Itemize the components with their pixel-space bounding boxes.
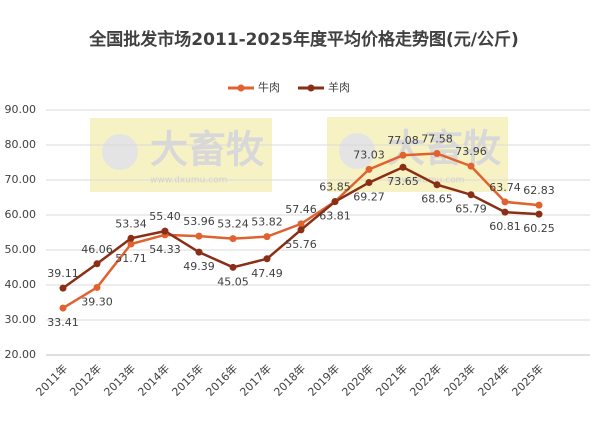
data-point xyxy=(433,181,441,189)
data-point xyxy=(331,198,339,206)
legend-label: 羊肉 xyxy=(328,80,350,94)
data-label: 33.41 xyxy=(47,316,79,329)
x-tick-label: 2021年 xyxy=(373,361,410,398)
x-tick-label: 2025年 xyxy=(509,361,546,398)
data-label: 69.27 xyxy=(353,191,385,204)
legend-marker xyxy=(237,84,245,92)
y-tick-label: 20.00 xyxy=(5,348,37,361)
data-point xyxy=(365,165,373,173)
data-label: 60.81 xyxy=(489,220,521,233)
data-point xyxy=(59,304,67,312)
x-tick-label: 2024年 xyxy=(475,361,512,398)
data-label: 73.03 xyxy=(353,148,385,161)
data-label: 39.30 xyxy=(81,295,113,308)
data-label: 45.05 xyxy=(217,275,249,288)
y-tick-label: 80.00 xyxy=(5,138,37,151)
y-tick-label: 70.00 xyxy=(5,173,37,186)
data-label: 46.06 xyxy=(81,243,113,256)
y-tick-label: 40.00 xyxy=(5,278,37,291)
data-point xyxy=(161,227,169,235)
data-label: 65.79 xyxy=(455,203,487,216)
data-label: 53.82 xyxy=(251,216,283,229)
watermark-brand: 大畜牧 xyxy=(387,127,502,171)
data-point xyxy=(195,248,203,256)
y-tick-label: 30.00 xyxy=(5,313,37,326)
data-label: 49.39 xyxy=(183,260,215,273)
x-tick-label: 2023年 xyxy=(441,361,478,398)
x-tick-label: 2012年 xyxy=(67,361,104,398)
y-tick-label: 60.00 xyxy=(5,208,37,221)
data-label: 57.46 xyxy=(285,203,317,216)
chart-title: 全国批发市场2011-2025年度平均价格走势图(元/公斤) xyxy=(88,29,518,50)
data-point xyxy=(229,263,237,271)
data-label: 55.76 xyxy=(285,238,317,251)
watermark-icon xyxy=(102,134,138,170)
data-label: 53.96 xyxy=(183,215,215,228)
data-label: 55.40 xyxy=(149,210,181,223)
data-label: 63.85 xyxy=(319,181,351,194)
x-tick-label: 2017年 xyxy=(237,361,274,398)
y-tick-label: 50.00 xyxy=(5,243,37,256)
data-label: 47.49 xyxy=(251,267,283,280)
data-point xyxy=(399,163,407,171)
data-point xyxy=(93,260,101,268)
x-tick-label: 2013年 xyxy=(101,361,138,398)
data-point xyxy=(501,198,509,206)
data-point xyxy=(433,149,441,157)
data-label: 60.25 xyxy=(523,222,555,235)
data-label: 53.34 xyxy=(115,217,147,230)
data-label: 68.65 xyxy=(421,193,453,206)
x-tick-label: 2014年 xyxy=(135,361,172,398)
watermark-brand: 大畜牧 xyxy=(150,128,265,172)
data-point xyxy=(263,233,271,241)
data-point xyxy=(297,220,305,228)
legend-marker xyxy=(307,84,315,92)
data-point xyxy=(127,240,135,248)
x-tick-label: 2022年 xyxy=(407,361,444,398)
x-tick-label: 2019年 xyxy=(305,361,342,398)
data-label: 77.08 xyxy=(387,134,419,147)
data-point xyxy=(59,284,67,292)
x-tick-label: 2020年 xyxy=(339,361,376,398)
x-tick-label: 2018年 xyxy=(271,361,308,398)
data-point xyxy=(467,162,475,170)
data-label: 53.24 xyxy=(217,218,249,231)
data-point xyxy=(297,226,305,234)
data-point xyxy=(93,283,101,291)
data-point xyxy=(229,235,237,243)
data-point xyxy=(535,201,543,209)
data-label: 62.83 xyxy=(523,184,555,197)
data-label: 63.74 xyxy=(489,181,521,194)
x-tick-label: 2011年 xyxy=(33,361,70,398)
watermark-icon xyxy=(339,133,375,169)
data-point xyxy=(399,151,407,159)
x-tick-label: 2016年 xyxy=(203,361,240,398)
y-tick-label: 90.00 xyxy=(5,103,37,116)
data-point xyxy=(127,234,135,242)
data-point xyxy=(195,232,203,240)
data-point xyxy=(467,191,475,199)
data-point xyxy=(535,210,543,218)
data-label: 73.65 xyxy=(387,175,419,188)
legend-label: 牛肉 xyxy=(258,80,280,94)
data-point xyxy=(365,179,373,187)
data-label: 39.11 xyxy=(47,267,79,280)
data-label: 54.33 xyxy=(149,243,181,256)
data-point xyxy=(501,208,509,216)
data-label: 73.96 xyxy=(455,145,487,158)
x-tick-label: 2015年 xyxy=(169,361,206,398)
data-point xyxy=(263,255,271,263)
data-label: 63.81 xyxy=(319,210,351,223)
data-label: 51.71 xyxy=(115,252,147,265)
data-label: 77.58 xyxy=(421,132,453,145)
